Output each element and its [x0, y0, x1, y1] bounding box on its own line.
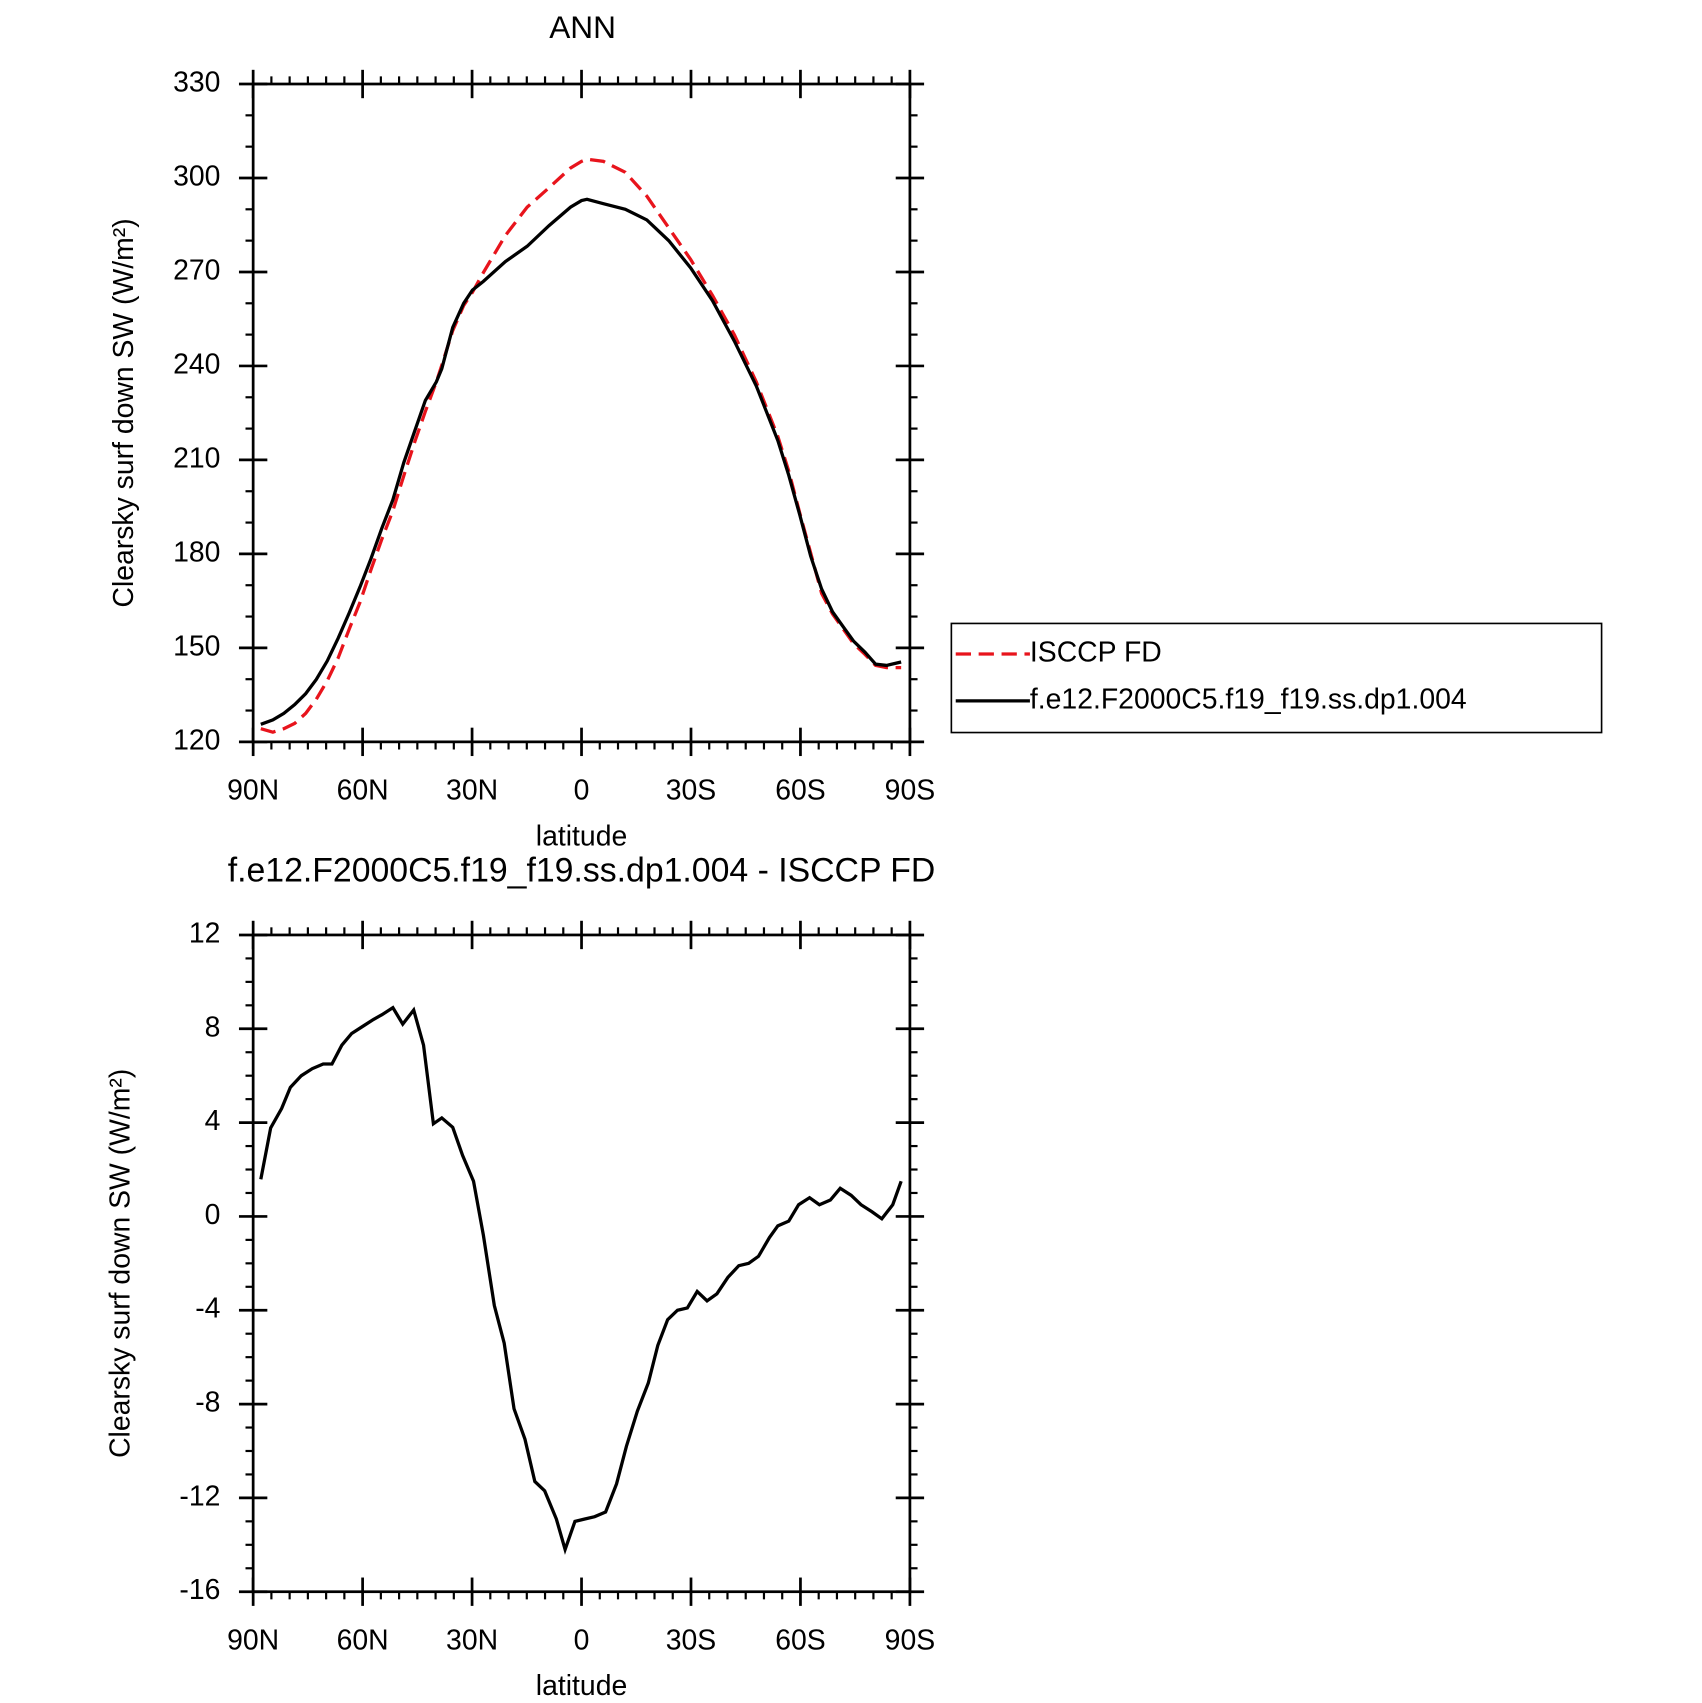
y-tick-label: 8 — [205, 1011, 221, 1043]
x-tick-label: 30S — [666, 1624, 716, 1656]
x-tick-label: 90N — [227, 1624, 279, 1656]
data-line — [260, 197, 902, 726]
chart-title: ANN — [549, 9, 616, 45]
y-tick-label: 180 — [173, 536, 220, 568]
y-tick-label: -12 — [179, 1480, 220, 1512]
x-tick-label: 0 — [574, 1624, 590, 1656]
data-line — [259, 1005, 903, 1555]
x-tick-label: 30N — [446, 1624, 498, 1656]
y-tick-label: 270 — [173, 254, 220, 286]
y-tick-label: 330 — [173, 66, 220, 98]
y-tick-label: 12 — [189, 917, 221, 949]
x-tick-label: 60S — [775, 775, 825, 807]
y-tick-label: 210 — [173, 442, 220, 474]
data-line — [260, 157, 902, 734]
x-tick-label: 30S — [666, 775, 716, 807]
legend-label: f.e12.F2000C5.f19_f19.ss.dp1.004 — [1030, 683, 1467, 715]
y-axis-label: Clearsky surf down SW (W/m²) — [105, 1069, 137, 1458]
y-tick-label: -4 — [195, 1293, 220, 1325]
x-axis-label: latitude — [536, 1670, 627, 1702]
plot: f.e12.F2000C5.f19_f19.ss.dp1.004 - ISCCP… — [105, 852, 936, 1702]
y-tick-label: 240 — [173, 348, 220, 380]
legend-label: ISCCP FD — [1030, 636, 1162, 668]
x-tick-label: 90N — [227, 775, 279, 807]
y-tick-label: 4 — [205, 1105, 221, 1137]
x-tick-label: 60S — [775, 1624, 825, 1656]
y-tick-label: 120 — [173, 724, 220, 756]
legend-frame — [950, 622, 1603, 734]
x-tick-label: 90S — [885, 1624, 935, 1656]
y-tick-label: -8 — [195, 1387, 220, 1419]
plot-frame — [251, 82, 912, 744]
y-tick-label: -16 — [179, 1574, 220, 1606]
x-tick-label: 60N — [337, 775, 389, 807]
chart-title: f.e12.F2000C5.f19_f19.ss.dp1.004 - ISCCP… — [228, 852, 936, 890]
plot: ANN 120 150 180 210 240 270 300 330 90N 60N 30N 0 30S… — [108, 9, 1603, 852]
y-axis-label: Clearsky surf down SW (W/m²) — [108, 218, 140, 607]
x-tick-label: 90S — [885, 775, 935, 807]
x-tick-label: 60N — [337, 1624, 389, 1656]
legend: ISCCP FD f.e12.F2000C5.f19_f19.ss.dp1.004 — [950, 622, 1603, 734]
x-tick-label: 30N — [446, 775, 498, 807]
x-tick-label: 0 — [574, 775, 590, 807]
y-tick-label: 300 — [173, 160, 220, 192]
y-tick-label: 0 — [205, 1199, 221, 1231]
y-tick-label: 150 — [173, 630, 220, 662]
x-axis-label: latitude — [536, 820, 627, 852]
